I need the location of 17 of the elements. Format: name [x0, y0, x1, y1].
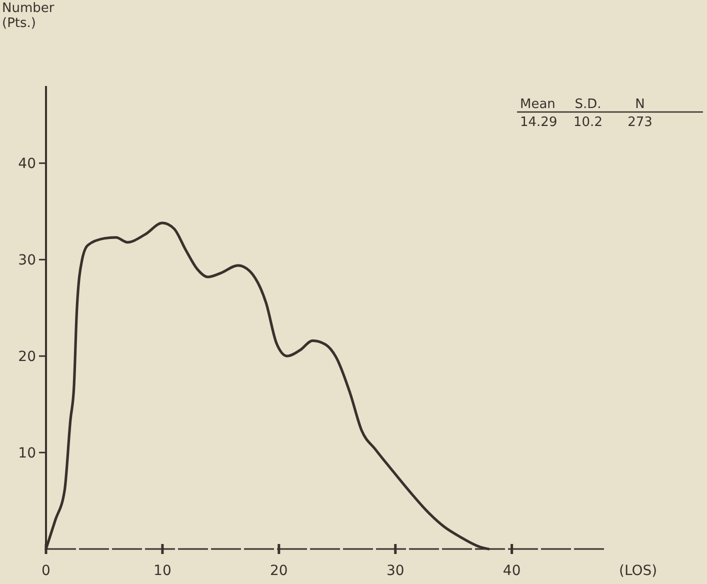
annotation: 14.29: [520, 115, 558, 130]
y-tick-label: 20: [18, 349, 36, 366]
x-tick-label: 10: [154, 563, 172, 579]
x-tick-label: 20: [270, 563, 288, 579]
text: 273: [628, 115, 652, 130]
x-tick-label: 30: [386, 563, 404, 579]
y-axis-title: Number (Pts.): [2, 1, 55, 31]
x-tick-label: 40: [502, 563, 521, 579]
y-tick-label: 30: [18, 252, 36, 269]
annotation: Mean: [520, 97, 556, 112]
y-tick-label: 10: [18, 446, 36, 462]
y-tick-label: 40: [18, 156, 36, 172]
annotation: S.D.: [574, 97, 602, 112]
x-axis-title: (LOS): [619, 563, 658, 579]
text: N: [635, 97, 645, 112]
annotation: 10.2: [574, 115, 602, 130]
x-tick-label: 0: [42, 563, 50, 579]
